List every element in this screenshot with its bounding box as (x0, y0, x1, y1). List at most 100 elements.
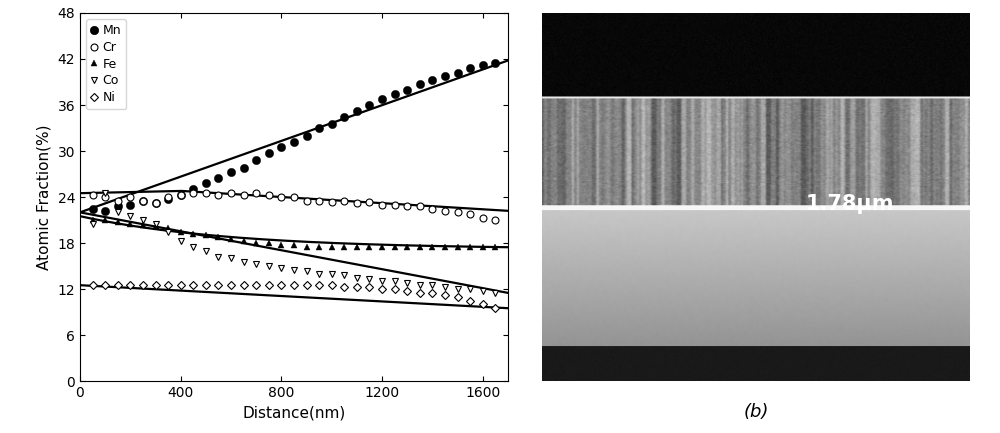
Cr (238, 192, 250, 197)
Cr (212, 192, 224, 197)
Fe (187, 231, 199, 236)
Cr (288, 194, 300, 200)
Cr (414, 204, 426, 209)
Mn (200, 181, 212, 186)
Cr (477, 215, 489, 220)
Co (200, 248, 212, 253)
Mn (288, 139, 300, 145)
Co (225, 256, 237, 261)
Line: Mn: Mn (88, 58, 499, 215)
Cr (150, 200, 162, 206)
Fe (99, 217, 111, 223)
Fe (225, 236, 237, 242)
Mn (212, 175, 224, 181)
Co (238, 260, 250, 265)
Fe (275, 242, 287, 247)
Mn (238, 165, 250, 171)
Cr (313, 198, 325, 204)
Fe (175, 229, 187, 234)
Mn (301, 133, 313, 138)
Cr (439, 208, 451, 213)
Fe (376, 244, 388, 249)
Fe (212, 234, 224, 239)
Y-axis label: Atomic Fraction(%): Atomic Fraction(%) (37, 124, 52, 270)
Mn (439, 73, 451, 78)
Ni (263, 283, 275, 288)
Mn (250, 158, 262, 163)
Mn (187, 187, 199, 192)
Co (489, 290, 501, 295)
Fe (162, 225, 174, 230)
Cr (162, 194, 174, 200)
Mn (313, 126, 325, 131)
Fe (338, 244, 350, 249)
Fe (464, 244, 476, 249)
Line: Cr: Cr (89, 190, 499, 223)
Mn (99, 208, 111, 213)
Co (187, 244, 199, 249)
Ni (99, 283, 111, 288)
Co (338, 273, 350, 278)
Mn (137, 198, 149, 204)
Cr (426, 206, 438, 211)
Fe (389, 244, 401, 249)
Ni (389, 287, 401, 292)
Ni (464, 298, 476, 303)
Ni (401, 288, 413, 293)
Cr (200, 191, 212, 196)
Fe (439, 244, 451, 249)
Cr (250, 191, 262, 196)
Co (288, 267, 300, 272)
Fe (363, 244, 375, 249)
Cr (389, 202, 401, 207)
Line: Fe: Fe (89, 216, 499, 250)
Co (212, 254, 224, 259)
Co (124, 213, 136, 219)
Ni (363, 285, 375, 290)
Mn (162, 196, 174, 201)
Co (313, 271, 325, 276)
Mn (175, 193, 187, 198)
Mn (389, 91, 401, 96)
Ni (225, 283, 237, 288)
Ni (250, 283, 262, 288)
Ni (87, 283, 99, 288)
Co (137, 217, 149, 223)
Fe (313, 244, 325, 249)
Mn (452, 70, 464, 75)
Fe (200, 233, 212, 238)
Ni (351, 284, 363, 289)
Co (389, 279, 401, 284)
Mn (401, 87, 413, 92)
Co (326, 271, 338, 276)
Cr (112, 198, 124, 204)
Ni (175, 283, 187, 288)
Ni (112, 283, 124, 288)
Legend: Mn, Cr, Fe, Co, Ni: Mn, Cr, Fe, Co, Ni (86, 19, 126, 109)
Co (477, 288, 489, 293)
Fe (112, 219, 124, 224)
Fe (452, 244, 464, 249)
Ni (439, 293, 451, 298)
Cr (464, 211, 476, 216)
Ni (288, 283, 300, 288)
Fe (250, 240, 262, 246)
Cr (175, 193, 187, 198)
Ni (124, 283, 136, 288)
Ni (301, 283, 313, 288)
Ni (137, 283, 149, 288)
Cr (99, 194, 111, 200)
Co (175, 239, 187, 244)
Fe (288, 242, 300, 247)
Fe (326, 244, 338, 249)
Mn (263, 150, 275, 155)
Cr (87, 193, 99, 198)
Ni (326, 283, 338, 288)
Mn (363, 103, 375, 108)
Co (301, 269, 313, 274)
Ni (150, 283, 162, 288)
Cr (124, 194, 136, 200)
Co (452, 287, 464, 292)
Cr (452, 210, 464, 215)
Text: 1.78μm: 1.78μm (806, 194, 894, 214)
